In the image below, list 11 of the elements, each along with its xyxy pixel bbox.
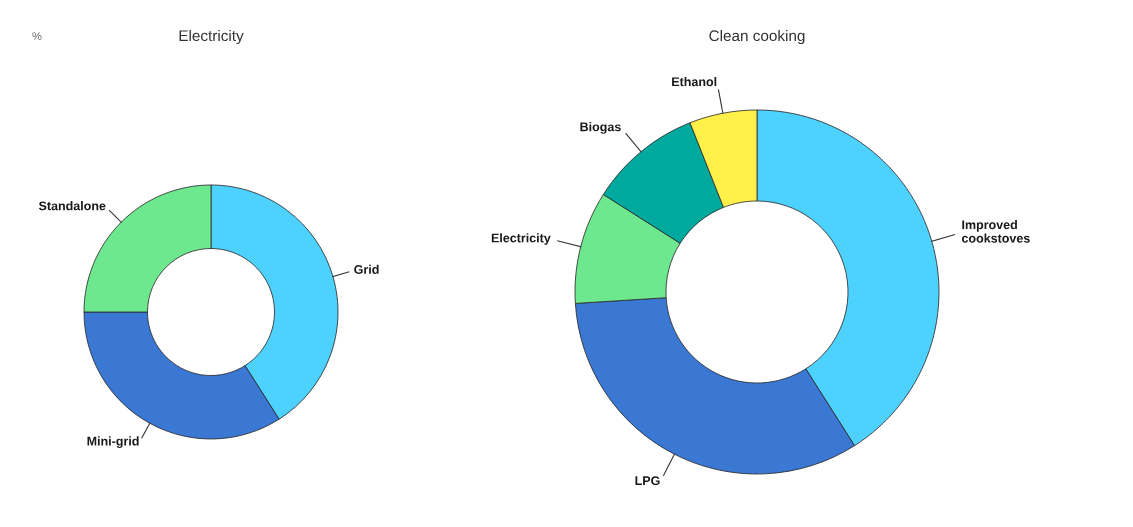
slice-label: Grid <box>354 264 379 274</box>
slice-label: Standalone <box>38 201 106 211</box>
slice-label: LPG <box>635 476 660 486</box>
slice-label: Mini-grid <box>87 436 139 449</box>
chart-title: Clean cooking <box>709 29 805 45</box>
chart-title: Electricity <box>179 29 244 45</box>
slice-label: Improved cookstoves <box>961 220 1030 243</box>
slice-label: Biogas <box>580 122 621 134</box>
slice-label: Electricity <box>491 233 551 245</box>
text: % <box>32 32 42 40</box>
slice-label: Ethanol <box>672 77 717 87</box>
